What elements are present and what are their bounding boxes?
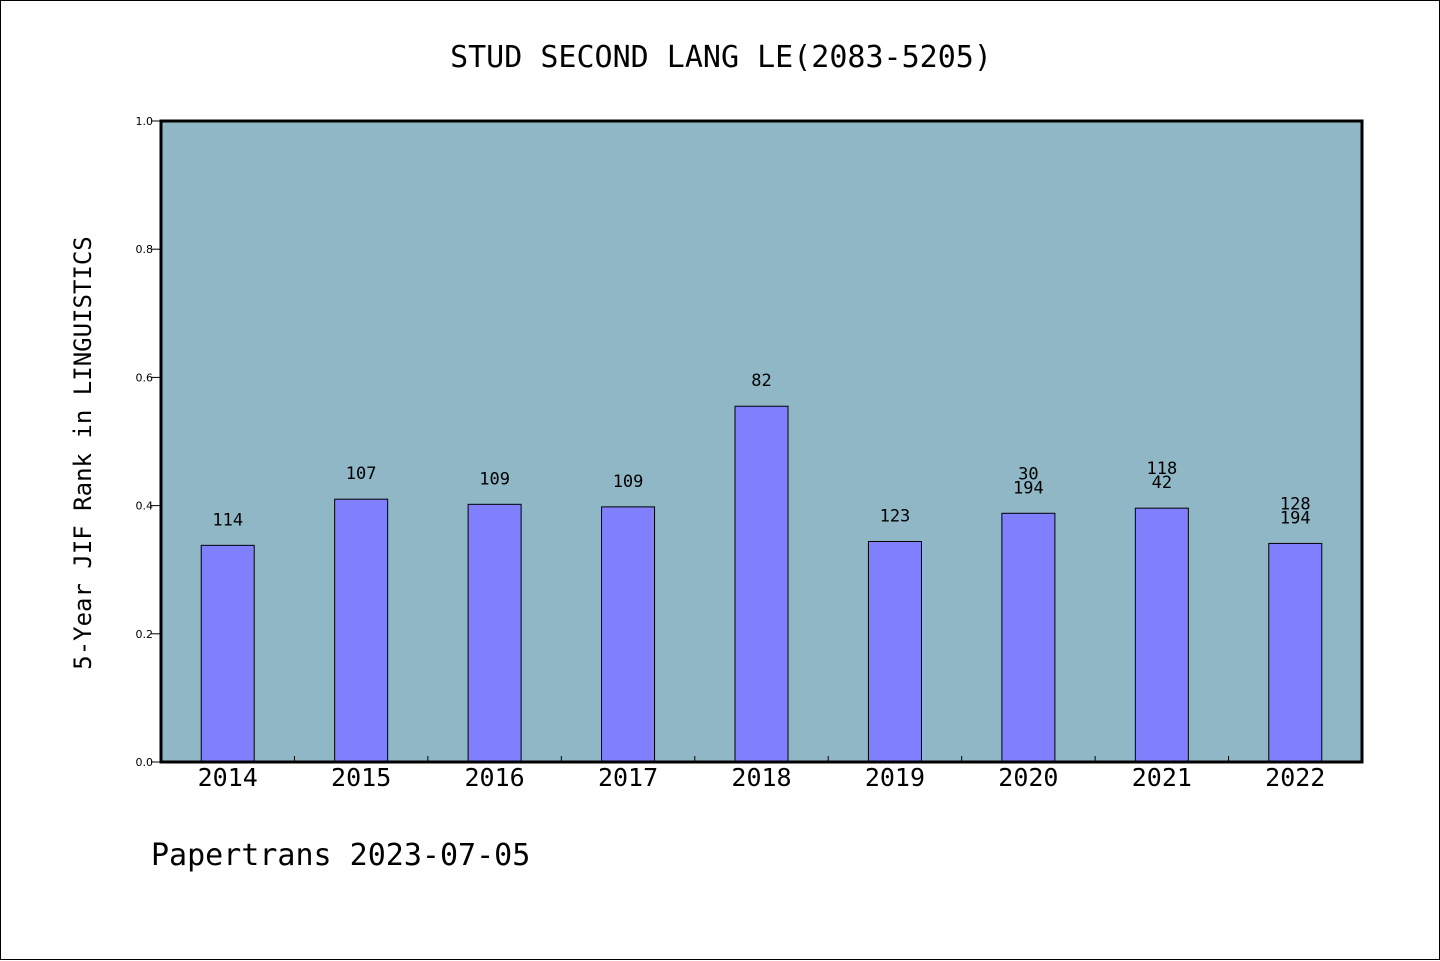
y-axis-label: 5-Year JIF Rank in LINGUISTICS [69, 236, 97, 669]
y-tick-label: 0.6 [136, 371, 154, 384]
bar-2018 [734, 405, 789, 763]
x-tick-label: 2022 [1265, 763, 1325, 792]
y-tick-label: 0.0 [136, 756, 154, 769]
x-tick-label: 2021 [1132, 763, 1192, 792]
y-tick-label: 0.4 [136, 500, 154, 513]
bar-2014 [200, 544, 255, 763]
bar-data-label: 42 [1152, 473, 1172, 493]
y-tick-label: 0.8 [136, 243, 154, 256]
bar-data-label: 109 [613, 472, 644, 492]
bar-data-label: 118 [1146, 459, 1177, 479]
x-tick-label: 2014 [198, 763, 258, 792]
chart-title: STUD SECOND LANG LE(2083-5205) [450, 40, 992, 75]
x-axis-ticks: 2014 2015 2016 2017 2018 2019 2020 2021 2022 [198, 756, 1325, 792]
x-tick-label: 2020 [998, 763, 1058, 792]
bar-data-label: 107 [346, 464, 377, 484]
bar-data-label: 194 [1013, 478, 1044, 498]
x-tick-label: 2019 [865, 763, 925, 792]
bar-data-label: 109 [479, 469, 510, 489]
bar-2022 [1268, 542, 1323, 763]
bar-2019 [867, 540, 922, 763]
bar-2017 [601, 506, 656, 763]
bar-2021 [1134, 507, 1189, 763]
x-tick-label: 2017 [598, 763, 658, 792]
bar-data-label: 128 [1280, 494, 1311, 514]
plot-border [159, 119, 1364, 764]
bar-data-label: 123 [880, 506, 911, 526]
bar-data-label: 82 [751, 371, 771, 391]
y-tick-label: 0.2 [136, 628, 154, 641]
y-axis-ticks: 0.0 0.2 0.4 0.6 0.8 1.0 [136, 115, 161, 769]
footer-text: Papertrans 2023-07-05 [151, 838, 530, 873]
bar-2020 [1001, 512, 1056, 763]
y-tick-label: 1.0 [136, 115, 154, 128]
bar-data-label: 114 [212, 510, 243, 530]
x-tick-label: 2015 [331, 763, 391, 792]
x-tick-label: 2016 [465, 763, 525, 792]
x-tick-label: 2018 [731, 763, 791, 792]
bar-2015 [334, 498, 389, 763]
bar-2016 [467, 503, 522, 763]
bar-data-label: 194 [1280, 508, 1311, 528]
bar-data-label: 30 [1018, 464, 1038, 484]
